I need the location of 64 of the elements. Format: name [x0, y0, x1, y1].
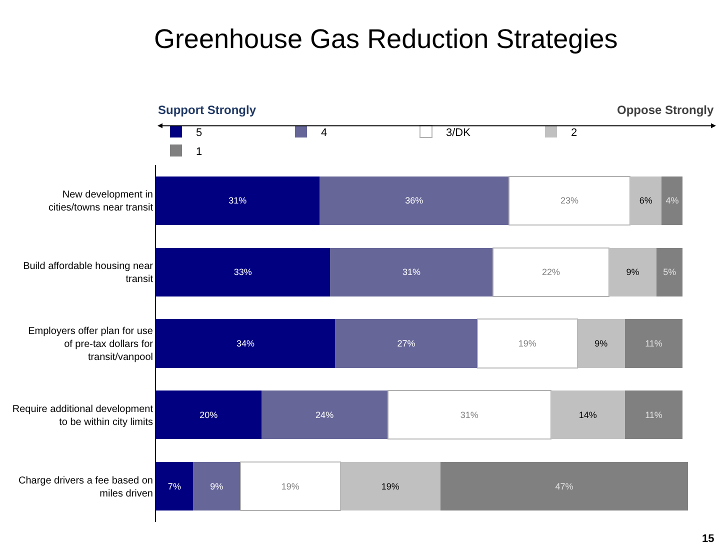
bar	[476, 318, 578, 368]
data-label: 47%	[555, 481, 574, 492]
bar	[624, 390, 683, 440]
data-label: 14%	[578, 410, 597, 420]
text: Support Strongly	[158, 103, 256, 117]
legend-label: 2	[571, 126, 578, 139]
data-label: 9%	[594, 338, 608, 348]
data-label: 11%	[645, 338, 662, 348]
bar	[319, 176, 509, 225]
data-label: 24%	[316, 410, 334, 420]
bar	[630, 176, 662, 225]
legend-label: 3/DK	[446, 126, 472, 139]
data-label: 31%	[402, 267, 420, 278]
text: Oppose Strongly	[617, 103, 714, 117]
bar	[387, 390, 552, 440]
data-label: 36%	[405, 196, 424, 206]
data-label: 9%	[210, 481, 224, 492]
bar	[156, 248, 330, 296]
bar	[551, 390, 625, 440]
bar	[656, 248, 683, 296]
bar	[240, 462, 341, 512]
data-label: 31%	[460, 410, 478, 420]
text: 15	[702, 533, 714, 545]
data-label: 27%	[397, 338, 416, 348]
y-tick-label: Employers offer plan for use of pre-tax dollars for transit/vanpool	[28, 326, 154, 363]
data-label: 19%	[381, 481, 400, 492]
data-label: 11%	[645, 410, 662, 420]
bar	[156, 319, 336, 368]
bar	[156, 462, 193, 511]
data-label: 23%	[560, 196, 578, 206]
bar	[192, 462, 240, 511]
bar	[508, 176, 631, 226]
data-label: 7%	[168, 481, 181, 492]
data-label: 33%	[234, 267, 252, 278]
data-label: 22%	[542, 267, 560, 278]
bar	[156, 176, 320, 225]
bar	[156, 390, 262, 440]
data-label: 19%	[518, 338, 536, 348]
data-label: 34%	[236, 338, 255, 348]
bar	[261, 390, 388, 440]
bar	[340, 462, 440, 511]
bar	[330, 248, 494, 296]
bar	[335, 319, 478, 368]
y-tick-label: Require additional development to be within city limits	[12, 404, 154, 428]
bar	[577, 319, 625, 368]
y-tick-label: Build affordable housing near transit	[23, 261, 154, 286]
legend-label: 1	[196, 146, 202, 158]
data-label: 20%	[200, 410, 218, 420]
legend-label: 5	[196, 126, 202, 139]
data-label: 31%	[228, 196, 247, 206]
bar	[440, 462, 688, 511]
bar	[492, 247, 610, 297]
data-label: 9%	[626, 267, 640, 278]
y-tick-label: New development in cities/towns near transit	[48, 190, 154, 214]
data-label: 4%	[666, 196, 679, 206]
bar	[624, 319, 683, 368]
data-label: 6%	[639, 196, 652, 206]
legend-label: 4	[321, 126, 328, 139]
data-label: 19%	[281, 481, 300, 492]
bar	[608, 248, 656, 296]
chart-title: Greenhouse Gas Reduction Strategies	[154, 24, 618, 54]
data-label: 5%	[663, 267, 676, 278]
bar	[662, 176, 683, 225]
y-tick-label: Charge drivers a fee based on miles driven	[18, 475, 153, 500]
